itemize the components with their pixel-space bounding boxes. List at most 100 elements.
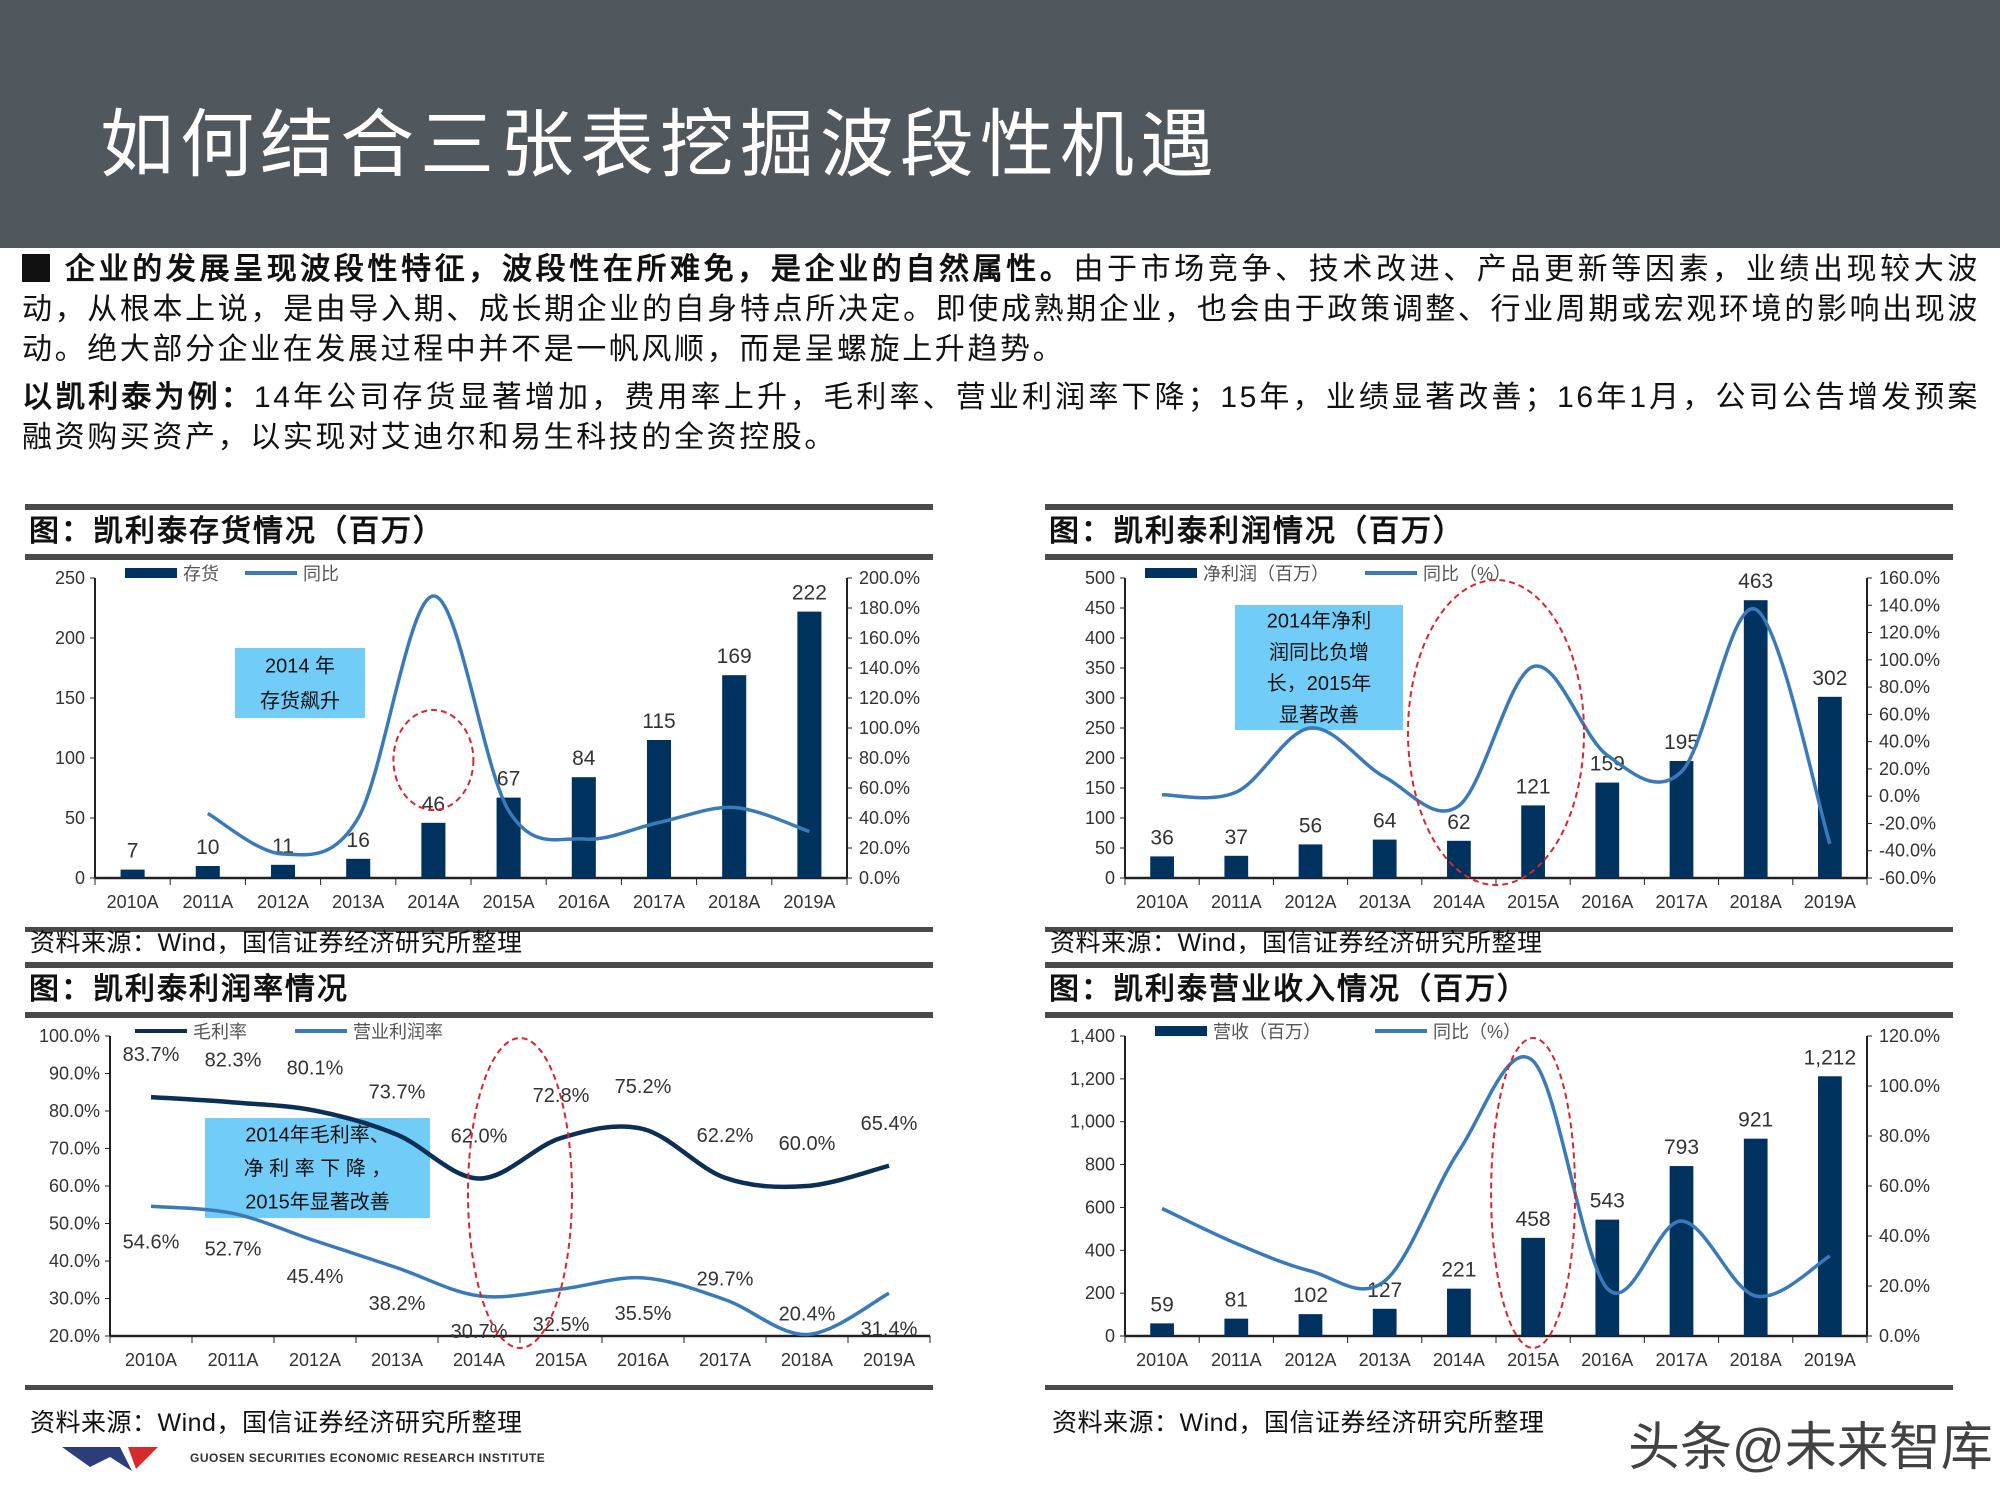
x-tick-label: 2015A bbox=[483, 892, 535, 912]
x-tick-label: 2019A bbox=[783, 892, 835, 912]
x-tick-label: 2012A bbox=[289, 1350, 341, 1370]
bar bbox=[722, 675, 747, 878]
x-tick-label: 2014A bbox=[1433, 892, 1485, 912]
divider bbox=[25, 504, 933, 510]
panel-profit: 图：凯利泰利润情况（百万） 0 50 100 150 200 250 300 350 400 45… bbox=[1045, 504, 1953, 932]
header-bar: 如何结合三张表挖掘波段性机遇 bbox=[0, 0, 2000, 248]
y2-tick-label: 80.0% bbox=[1879, 677, 1930, 697]
annotation-text: 净 利 率 下 降 ， bbox=[244, 1157, 392, 1180]
x-tick-label: 2016A bbox=[558, 892, 610, 912]
bar-label: 458 bbox=[1516, 1208, 1551, 1231]
bar bbox=[1224, 855, 1249, 878]
x-tick-label: 2010A bbox=[125, 1350, 177, 1370]
divider bbox=[25, 1012, 933, 1018]
y-tick-label: 50 bbox=[1095, 838, 1115, 858]
paragraph-2: 以凯利泰为例：14年公司存货显著增加，费用率上升，毛利率、营业利润率下降；15年… bbox=[22, 378, 1980, 458]
data-label: 73.7% bbox=[369, 1082, 426, 1104]
bar-label: 195 bbox=[1664, 731, 1699, 754]
highlight-ellipse bbox=[1407, 579, 1585, 886]
y-tick-label: 350 bbox=[1085, 658, 1115, 678]
annotation-text: 2015年显著改善 bbox=[245, 1190, 390, 1213]
bar bbox=[1150, 856, 1174, 878]
bar bbox=[571, 777, 596, 878]
bar-label: 222 bbox=[792, 582, 827, 605]
data-label: 62.2% bbox=[697, 1125, 754, 1147]
x-tick-label: 2017A bbox=[1655, 1350, 1707, 1370]
data-label: 75.2% bbox=[615, 1076, 672, 1098]
y-tick-label: 250 bbox=[55, 568, 85, 588]
bar-label: 16 bbox=[347, 829, 370, 852]
x-tick-label: 2015A bbox=[1507, 892, 1559, 912]
bar-label: 793 bbox=[1664, 1136, 1699, 1159]
y2-tick-label: 80.0% bbox=[1879, 1126, 1930, 1146]
x-tick-label: 2011A bbox=[182, 892, 233, 912]
y-tick-label: 100 bbox=[55, 748, 85, 768]
x-tick-label: 2012A bbox=[257, 892, 309, 912]
annotation-text: 2014 年 bbox=[265, 655, 335, 678]
y-tick-label: 600 bbox=[1085, 1197, 1115, 1217]
annotation-text: 2014年毛利率、 bbox=[245, 1124, 390, 1147]
x-tick-label: 2013A bbox=[1359, 892, 1411, 912]
bar-label: 102 bbox=[1293, 1284, 1328, 1307]
bar bbox=[1150, 1323, 1174, 1336]
data-label: 83.7% bbox=[123, 1044, 180, 1066]
highlight-ellipse bbox=[1490, 1037, 1577, 1349]
legend-label: 毛利率 bbox=[193, 1022, 247, 1042]
panel-inventory: 图：凯利泰存货情况（百万） 0 50 100 150 200 250 2010A 2011A 2… bbox=[25, 504, 933, 932]
bar bbox=[1595, 782, 1620, 878]
y2-tick-label: 20.0% bbox=[1879, 1276, 1930, 1296]
bar-label: 56 bbox=[1299, 814, 1322, 837]
y2-tick-label: 40.0% bbox=[859, 808, 910, 828]
bar bbox=[1521, 805, 1545, 878]
y-tick-label: 60.0% bbox=[49, 1176, 100, 1196]
guosen-logo-icon bbox=[62, 1447, 158, 1471]
bar-label: 121 bbox=[1516, 775, 1551, 798]
inventory-chart: 0 50 100 150 200 250 2010A 2011A 2012A 2013A 2014A… bbox=[55, 564, 920, 912]
annotation-text: 显著改善 bbox=[1279, 703, 1359, 726]
bar-label: 10 bbox=[196, 836, 219, 859]
x-tick-label: 2011A bbox=[1211, 892, 1262, 912]
revenue-chart: 0 200 400 600 800 1,000 1,200 1,400 2010A 2011A 20… bbox=[1070, 1022, 1940, 1370]
bar bbox=[1372, 1308, 1397, 1336]
divider bbox=[1045, 962, 1953, 968]
paragraph-2-bold: 以凯利泰为例： bbox=[22, 381, 254, 414]
y-tick-label: 80.0% bbox=[49, 1101, 100, 1121]
y-tick-label: 450 bbox=[1085, 598, 1115, 618]
bar-label: 221 bbox=[1441, 1259, 1476, 1282]
logo-text: GUOSEN SECURITIES ECONOMIC RESEARCH INST… bbox=[190, 1451, 546, 1465]
x-tick-label: 2018A bbox=[781, 1350, 833, 1370]
annotation-text: 润同比负增 bbox=[1269, 641, 1369, 664]
legend-label: 存货 bbox=[183, 564, 219, 584]
x-tick-label: 2014A bbox=[453, 1350, 505, 1370]
bar-label: 67 bbox=[497, 768, 520, 791]
annotation-text: 2014年净利 bbox=[1267, 610, 1372, 633]
series-line bbox=[150, 1094, 890, 1190]
y-tick-label: 200 bbox=[1085, 1283, 1115, 1303]
legend-label: 同比（%） bbox=[1423, 564, 1511, 584]
y2-tick-label: 120.0% bbox=[1879, 1026, 1940, 1046]
y2-tick-label: 80.0% bbox=[859, 748, 910, 768]
y-tick-label: 500 bbox=[1085, 568, 1115, 588]
data-label: 80.1% bbox=[287, 1058, 344, 1080]
margin-chart: 20.0% 30.0% 40.0% 50.0% 60.0% 70.0% 80.0% 90.0%… bbox=[39, 1022, 931, 1370]
bar-label: 115 bbox=[642, 710, 675, 733]
panel-revenue: 图：凯利泰营业收入情况（百万） 0 200 400 600 800 1,000 1,200 1… bbox=[1045, 962, 1953, 1390]
x-tick-label: 2014A bbox=[1433, 1350, 1485, 1370]
legend-swatch-bar bbox=[1145, 568, 1197, 578]
y2-tick-label: 0.0% bbox=[1879, 1326, 1920, 1346]
y-tick-label: 150 bbox=[55, 688, 85, 708]
bar-label: 62 bbox=[1447, 811, 1470, 834]
y2-tick-label: 100.0% bbox=[859, 718, 920, 738]
x-tick-label: 2010A bbox=[1136, 892, 1188, 912]
y-tick-label: 200 bbox=[55, 628, 85, 648]
y-tick-label: 800 bbox=[1085, 1155, 1115, 1175]
y2-tick-label: 100.0% bbox=[1879, 1076, 1940, 1096]
y2-tick-label: 60.0% bbox=[859, 778, 910, 798]
y2-tick-label: 140.0% bbox=[1879, 595, 1940, 615]
x-tick-label: 2019A bbox=[1804, 892, 1856, 912]
y-tick-label: 1,200 bbox=[1070, 1069, 1115, 1089]
x-tick-label: 2013A bbox=[371, 1350, 423, 1370]
series-line bbox=[150, 1204, 890, 1337]
x-tick-label: 2015A bbox=[1507, 1350, 1559, 1370]
divider bbox=[1045, 1012, 1953, 1018]
